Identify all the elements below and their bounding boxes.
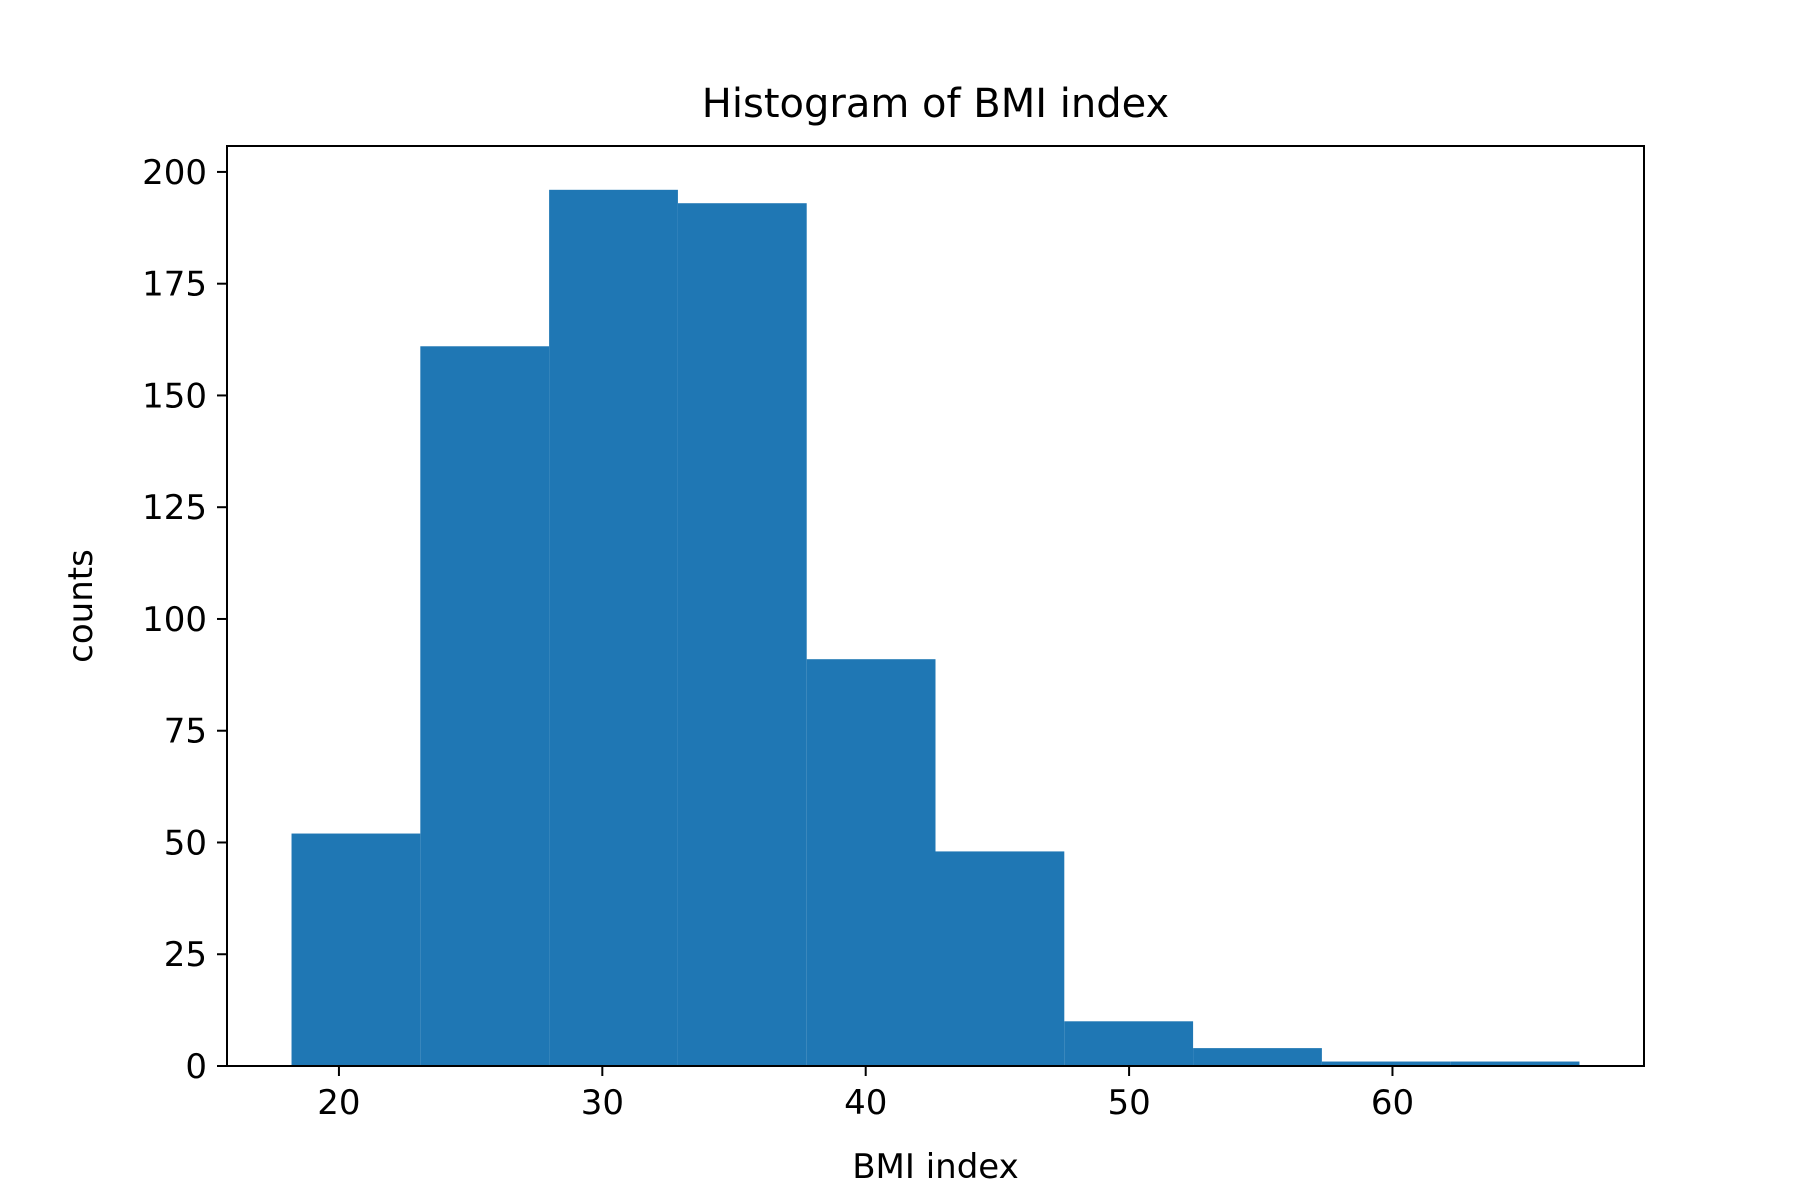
y-tick-label: 75 xyxy=(164,712,207,752)
histogram-bar xyxy=(935,851,1065,1066)
histogram-bar xyxy=(1321,1061,1451,1066)
histogram-bars xyxy=(291,189,1580,1067)
y-tick-label: 125 xyxy=(142,488,207,528)
x-tick-label: 20 xyxy=(317,1083,360,1123)
y-tick-label: 0 xyxy=(185,1047,207,1087)
histogram-bar xyxy=(549,189,678,1067)
y-tick-label: 50 xyxy=(164,823,207,863)
y-tick-label: 175 xyxy=(142,265,207,305)
y-tick-label: 25 xyxy=(164,935,207,975)
histogram-bar xyxy=(1450,1061,1580,1066)
histogram-bar xyxy=(1064,1021,1194,1066)
y-tick-label: 200 xyxy=(142,153,207,193)
plot-area-frame xyxy=(226,145,1645,1067)
x-tick-label: 40 xyxy=(844,1083,887,1123)
chart-title: Histogram of BMI index xyxy=(702,81,1169,127)
histogram-bar xyxy=(677,203,807,1067)
axis-ticks: 20 30 40 50 60 0 25 50 75 100 125 150 175 200 xyxy=(142,153,1414,1123)
histogram-bar xyxy=(291,833,421,1066)
histogram-bar xyxy=(420,346,550,1066)
x-axis-label: BMI index xyxy=(852,1147,1019,1187)
x-tick-label: 30 xyxy=(581,1083,624,1123)
y-tick-label: 100 xyxy=(142,600,207,640)
y-tick-label: 150 xyxy=(142,376,207,416)
x-tick-label: 60 xyxy=(1371,1083,1414,1123)
histogram-bar xyxy=(806,659,936,1066)
x-tick-label: 50 xyxy=(1107,1083,1150,1123)
y-axis-label: counts xyxy=(61,549,101,663)
histogram-bar xyxy=(1193,1048,1322,1066)
